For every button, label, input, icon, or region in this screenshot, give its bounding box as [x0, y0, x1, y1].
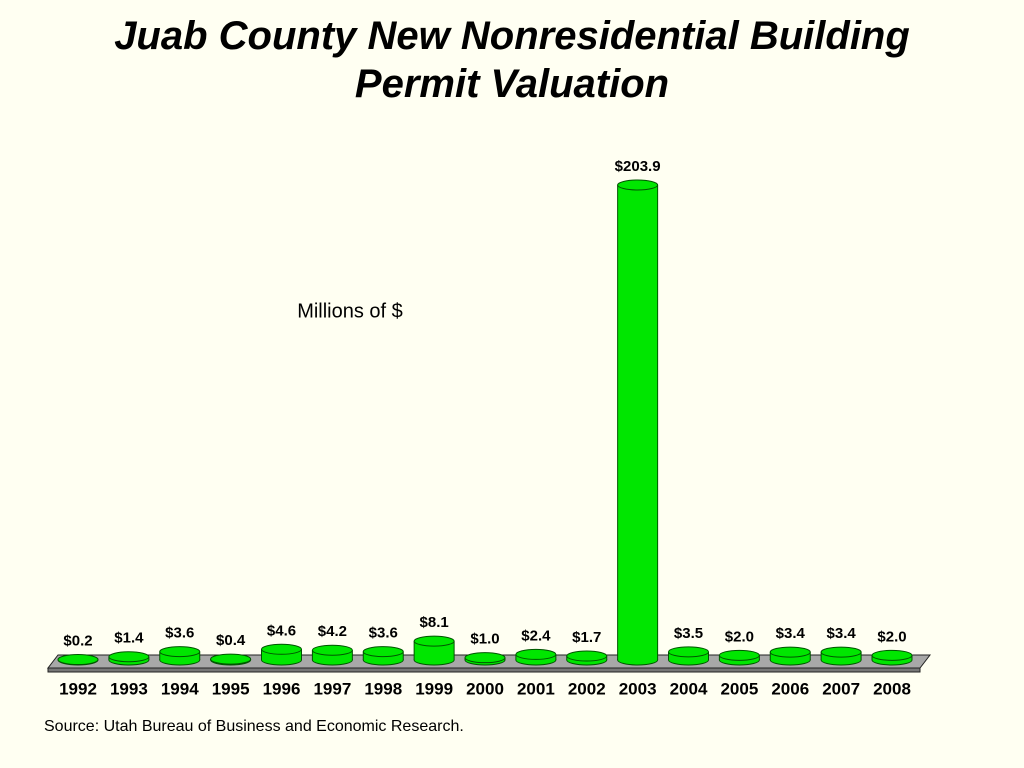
bar-top: [668, 646, 709, 658]
x-tick-label: 1996: [263, 679, 301, 698]
x-tick-label: 1999: [415, 679, 453, 698]
bar-top: [159, 646, 201, 658]
bar-top: [566, 650, 608, 662]
value-label: $1.0: [470, 631, 499, 648]
value-label: $3.6: [369, 625, 398, 642]
x-tick-label: 2005: [720, 679, 758, 698]
value-label: $3.5: [674, 625, 703, 642]
annotation: Millions of $: [297, 300, 403, 322]
value-label: $3.6: [165, 625, 194, 642]
bar-top: [210, 653, 252, 665]
value-label: $4.6: [267, 622, 296, 639]
x-tick-label: 2002: [568, 679, 606, 698]
bar-top: [464, 652, 506, 664]
bar-top: [57, 654, 99, 666]
floor-edge: [47, 667, 921, 673]
x-tick-label: 1997: [313, 679, 351, 698]
value-label: $1.4: [114, 630, 144, 647]
chart-title: Juab County New Nonresidential Building …: [114, 14, 910, 106]
bar-top: [311, 644, 353, 656]
value-label: $3.4: [827, 625, 857, 642]
value-label: $2.4: [521, 627, 551, 644]
bar-top: [108, 651, 150, 663]
value-label: $2.0: [877, 628, 906, 645]
x-tick-label: 2003: [619, 679, 657, 698]
value-label: $4.2: [318, 623, 347, 640]
x-tick-label: 1998: [364, 679, 402, 698]
value-label: $8.1: [420, 614, 449, 631]
x-tick-label: 2000: [466, 679, 504, 698]
bar-top: [718, 649, 760, 661]
value-label: $0.2: [63, 633, 92, 650]
bar-top: [515, 648, 557, 660]
bar-top: [261, 643, 302, 655]
bar-top: [617, 179, 659, 191]
bar-top: [769, 646, 811, 658]
x-tick-label: 1993: [110, 679, 148, 698]
x-tick-label: 2007: [822, 679, 860, 698]
bar-top: [413, 635, 455, 647]
x-tick-label: 2008: [873, 679, 911, 698]
value-label: $0.4: [216, 632, 246, 649]
value-label: $203.9: [615, 158, 661, 175]
bar: [617, 185, 658, 660]
value-label: $1.7: [572, 629, 601, 646]
bar-top: [362, 646, 404, 658]
bar-top: [820, 646, 862, 658]
x-tick-label: 2001: [517, 679, 555, 698]
x-tick-label: 1994: [161, 679, 199, 698]
x-tick-label: 1992: [59, 679, 97, 698]
bar-top: [871, 649, 913, 661]
value-label: $2.0: [725, 628, 754, 645]
x-tick-label: 2004: [670, 679, 708, 698]
value-label: $3.4: [776, 625, 806, 642]
x-tick-label: 2006: [771, 679, 809, 698]
source: Source: Utah Bureau of Business and Econ…: [44, 718, 464, 735]
x-tick-label: 1995: [212, 679, 250, 698]
